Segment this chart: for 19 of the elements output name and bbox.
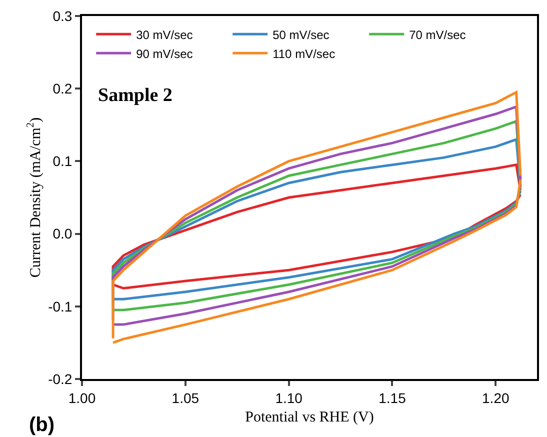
x-tick-label: 1.05 — [172, 390, 200, 406]
legend-label: 70 mV/sec — [409, 28, 466, 42]
annotation: Sample 2 — [98, 85, 172, 106]
x-axis-title: Potential vs RHE (V) — [245, 409, 374, 426]
x-tick-label: 1.10 — [275, 390, 303, 406]
legend-label: 90 mV/sec — [136, 46, 193, 61]
legend-label: 50 mV/sec — [272, 28, 330, 42]
legend-label: 30 mV/sec — [136, 28, 193, 42]
y-tick-label: 0.0 — [52, 226, 72, 242]
y-tick-label: 0.3 — [52, 8, 72, 24]
y-tick-label: 0.1 — [52, 153, 72, 170]
y-tick-label: -0.1 — [48, 298, 72, 314]
legend-label: 110 mV/sec — [272, 46, 336, 61]
text: (b) — [29, 414, 55, 436]
y-tick-label: -0.2 — [48, 370, 72, 387]
x-tick-label: 1.20 — [482, 390, 510, 406]
x-tick-label: 1.00 — [68, 390, 96, 406]
y-tick-label: 0.2 — [52, 80, 72, 96]
x-tick-label: 1.15 — [378, 390, 406, 406]
